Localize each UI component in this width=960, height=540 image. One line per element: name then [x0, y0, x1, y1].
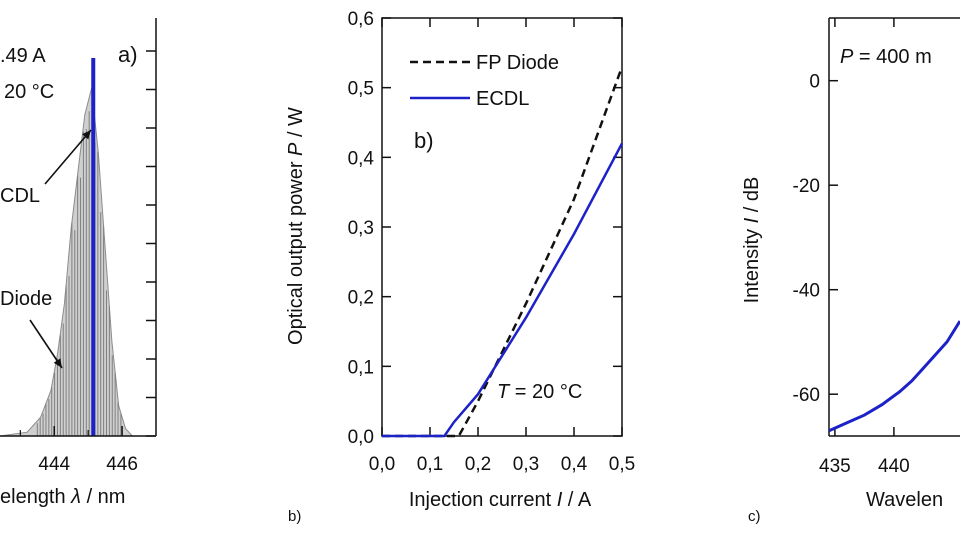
- panel-b-y-ticks: 0,0 0,1 0,2 0,3 0,4 0,5 0,6: [348, 9, 622, 448]
- panel-c-y-tick-label: -40: [793, 281, 820, 302]
- panel-b-temperature: T = 20 °C: [497, 381, 582, 403]
- panel-b-y-label-symbol: P: [285, 142, 307, 156]
- panel-a-current-label: .49 A: [0, 45, 46, 67]
- panel-b-y-tick-label: 0,3: [348, 218, 374, 239]
- panel-c: 0 -20 -40 -60 435 440 P = 400 m Wavelen Inte…: [741, 17, 960, 525]
- figure-label-c: c): [748, 508, 761, 525]
- legend-ecdl-label: ECDL: [476, 88, 529, 110]
- panel-c-y-ticks: 0 -20 -40 -60: [793, 72, 838, 406]
- panel-b-x-axis-label: Injection current I / A: [409, 489, 592, 511]
- ecdl-arrow: [44, 129, 92, 185]
- panel-c-x-tick-label: 435: [819, 456, 851, 477]
- panel-c-y-axis-label: Intensity I / dB: [741, 177, 763, 304]
- panel-c-y-label-prefix: Intensity: [741, 223, 763, 303]
- legend-fp-label: FP Diode: [476, 52, 559, 74]
- ecdl-line: [382, 142, 624, 438]
- panel-b-temperature-symbol: T: [497, 381, 511, 403]
- panel-a: 444 446 .49 A 20 °C a) CDL Diode elength …: [0, 18, 157, 508]
- panel-a-x-label-prefix: elength: [0, 486, 71, 508]
- panel-a-x-axis-label: elength λ / nm: [0, 486, 125, 508]
- panel-c-x-ticks: 435 440: [819, 18, 910, 477]
- panel-c-y-label-suffix: / dB: [741, 177, 763, 218]
- panel-c-power-value: = 400 m: [853, 46, 931, 68]
- panel-b-y-label-prefix: Optical output power: [285, 156, 307, 345]
- panel-a-x-label-suffix: / nm: [81, 486, 125, 508]
- panel-b-x-ticks: 0,0 0,1 0,2 0,3 0,4 0,5: [369, 18, 635, 475]
- panel-b-label: b): [414, 128, 434, 153]
- panel-a-x-ticks: 444 446: [19, 426, 138, 475]
- panel-a-label: a): [118, 42, 138, 67]
- panel-b-x-label-suffix: / A: [562, 489, 592, 511]
- panel-b-x-tick-label: 0,0: [369, 454, 395, 475]
- panel-b: 0,0 0,1 0,2 0,3 0,4 0,5 0,6 0,0 0,1 0,2 0,3 0,4 0,5…: [285, 9, 635, 525]
- panel-b-x-label-symbol: I: [557, 489, 563, 511]
- panel-b-x-tick-label: 0,5: [609, 454, 635, 475]
- panel-c-spectrum-line: [829, 320, 960, 433]
- panel-c-x-axis-label: Wavelen: [866, 489, 943, 511]
- panel-c-y-label-symbol: I: [741, 217, 763, 223]
- panel-b-y-label-suffix: / W: [285, 107, 307, 143]
- panel-c-x-tick-label: 440: [878, 456, 910, 477]
- panel-b-y-tick-label: 0,0: [348, 427, 374, 448]
- panel-b-y-tick-label: 0,5: [348, 79, 374, 100]
- panel-c-y-tick-label: -60: [793, 385, 820, 406]
- panel-c-y-tick-label: -20: [793, 176, 820, 197]
- panel-a-right-ticks: [146, 50, 156, 437]
- panel-b-x-tick-label: 0,4: [561, 454, 588, 475]
- panel-b-y-tick-label: 0,2: [348, 288, 374, 309]
- panel-b-x-tick-label: 0,2: [465, 454, 491, 475]
- panel-b-y-tick-label: 0,1: [348, 357, 374, 378]
- diode-annotation: Diode: [0, 288, 52, 310]
- panel-a-temperature-label: 20 °C: [4, 81, 54, 103]
- panel-a-x-tick-label: 446: [106, 454, 138, 475]
- panel-a-x-tick-label: 444: [38, 454, 70, 475]
- panel-c-power-label: P = 400 m: [840, 46, 932, 68]
- panel-b-frame: [381, 17, 623, 437]
- panel-b-x-tick-label: 0,1: [417, 454, 443, 475]
- diode-arrow: [29, 319, 63, 369]
- panel-c-power-symbol: P: [840, 46, 854, 68]
- panel-b-legend: FP Diode ECDL: [410, 52, 559, 110]
- panel-b-y-tick-label: 0,6: [348, 9, 374, 30]
- panel-b-y-axis-label: Optical output power P / W: [285, 107, 307, 345]
- diode-spectrum-area: [0, 88, 133, 436]
- panel-c-y-tick-label: 0: [809, 72, 820, 93]
- panel-b-x-tick-label: 0,3: [513, 454, 539, 475]
- panel-b-temperature-value: = 20 °C: [509, 381, 582, 403]
- ecdl-annotation: CDL: [0, 185, 40, 207]
- panel-b-y-tick-label: 0,4: [348, 148, 375, 169]
- panel-b-x-label-prefix: Injection current: [409, 489, 557, 511]
- figure-label-b: b): [288, 508, 301, 525]
- panel-a-x-label-symbol: λ: [70, 486, 81, 508]
